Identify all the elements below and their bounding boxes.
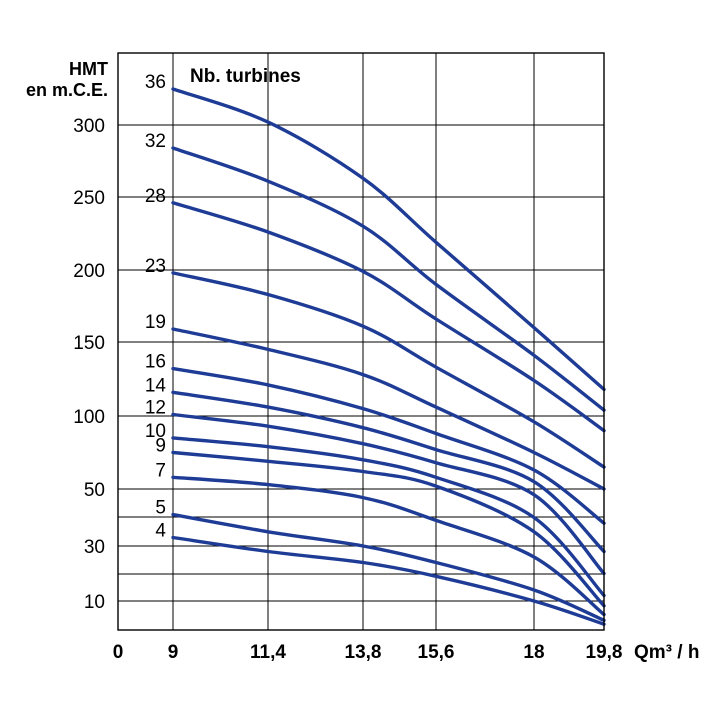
curve-14-turbines (171, 390, 606, 554)
series-label-12: 12 (145, 398, 166, 419)
series-label-5: 5 (155, 498, 166, 519)
curve-32-turbines (171, 146, 606, 412)
curve-10-turbines (171, 436, 606, 598)
series-label-28: 28 (145, 186, 166, 207)
series-label-19: 19 (145, 312, 166, 333)
x-tick-label: 15,6 (418, 642, 455, 663)
y-tick-label: 200 (73, 261, 105, 282)
y-tick-label: 30 (84, 537, 105, 558)
y-axis-label-line1: HMT (69, 59, 108, 79)
series-label-4: 4 (155, 520, 166, 541)
curve-9-turbines (171, 450, 606, 608)
curves (171, 87, 606, 626)
curve-28-turbines (171, 201, 606, 433)
curve-16-turbines (171, 366, 606, 525)
series-label-7: 7 (155, 460, 166, 481)
y-tick-label: 250 (73, 188, 105, 209)
plot-frame (117, 52, 605, 631)
y-tick-label: 300 (73, 116, 105, 137)
y-tick-label: 50 (84, 480, 105, 501)
x-tick-labels: 0 9 11,4 13,8 15,6 18 19,8 (113, 642, 623, 663)
y-axis-label-line2: en m.C.E. (26, 80, 108, 100)
curve-4-turbines (171, 535, 606, 626)
series-label-36: 36 (145, 72, 166, 93)
series-label-9: 9 (155, 436, 166, 457)
x-tick-label: 11,4 (250, 642, 286, 663)
curve-5-turbines (171, 512, 606, 622)
series-label-10: 10 (145, 421, 166, 442)
series-label-14: 14 (145, 375, 167, 396)
x-tick-label: 9 (168, 642, 179, 663)
curve-36-turbines (171, 87, 606, 392)
y-tick-label: 150 (73, 333, 105, 354)
x-tick-label: 18 (523, 642, 544, 663)
x-tick-label: 13,8 (345, 642, 382, 663)
series-label-32: 32 (145, 131, 166, 152)
y-tick-labels: 10 30 50 100 150 200 250 300 (73, 116, 105, 613)
x-tick-label: 0 (113, 642, 124, 663)
grid (118, 53, 604, 630)
curve-7-turbines (171, 475, 606, 617)
legend-title: Nb. turbines (190, 66, 301, 87)
curve-23-turbines (171, 271, 606, 469)
x-tick-label: 19,8 (586, 642, 623, 663)
curve-19-turbines (171, 327, 606, 491)
y-tick-label: 100 (73, 407, 105, 428)
curve-12-turbines (171, 412, 606, 576)
series-label-16: 16 (145, 352, 166, 373)
x-axis-label: Qm³ / h (634, 642, 699, 663)
series-label-23: 23 (145, 256, 166, 277)
y-tick-label: 10 (84, 592, 105, 613)
